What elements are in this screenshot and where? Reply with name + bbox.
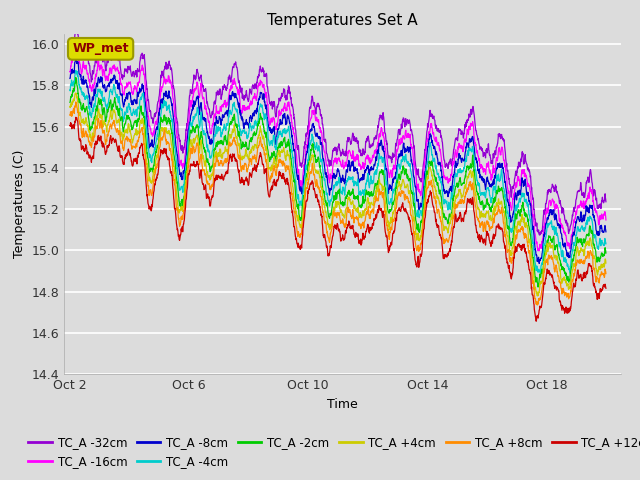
Y-axis label: Temperatures (C): Temperatures (C) bbox=[13, 150, 26, 258]
X-axis label: Time: Time bbox=[327, 398, 358, 411]
Legend: TC_A -32cm, TC_A -16cm, TC_A -8cm, TC_A -4cm, TC_A -2cm, TC_A +4cm, TC_A +8cm, T: TC_A -32cm, TC_A -16cm, TC_A -8cm, TC_A … bbox=[24, 432, 640, 473]
Title: Temperatures Set A: Temperatures Set A bbox=[267, 13, 418, 28]
Text: WP_met: WP_met bbox=[72, 42, 129, 55]
